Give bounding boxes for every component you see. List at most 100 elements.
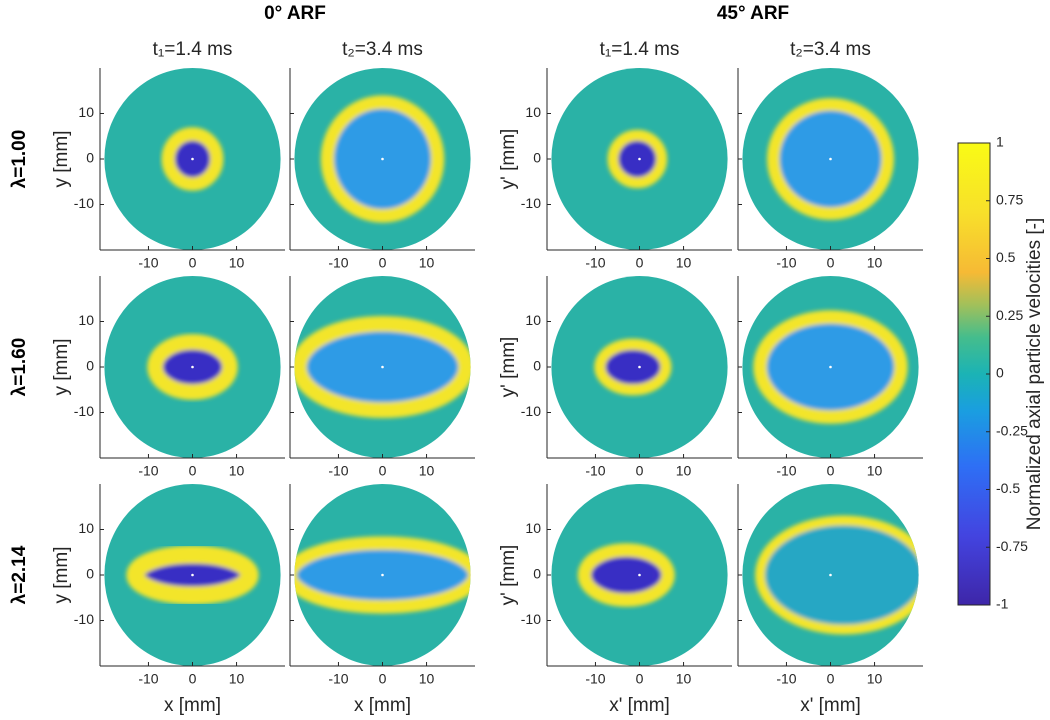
heatmap-field [594,338,672,396]
y-tick-label: -10 [521,403,541,419]
y-axis-label: y' [mm] [498,129,519,190]
wave-inner [608,351,658,383]
colorbar-tick-label: 0 [996,365,1004,381]
x-tick-label: 0 [636,255,644,271]
x-tick-label: -10 [138,463,158,479]
wave-inner [618,140,657,178]
y-tick-label: 10 [78,312,94,328]
origin-dot [381,573,384,577]
y-tick-label: 10 [78,520,94,536]
y-tick-label: -10 [521,611,541,627]
y-tick-label: 0 [533,566,541,582]
y-tick-label: 0 [533,150,541,166]
heatmap-panel [294,484,471,666]
origin-dot [829,157,832,161]
column-title: t₁=1.4 ms [600,39,680,60]
wave-inner [768,529,919,621]
x-tick-label: 10 [229,463,245,479]
x-tick-label: 10 [867,255,883,271]
y-tick-label: -10 [521,195,541,211]
x-tick-label: 0 [379,255,387,271]
y-tick-label: 10 [525,104,541,120]
y-tick-label: 10 [525,520,541,536]
y-axis-label: y [mm] [51,339,72,396]
y-tick-label: 10 [525,312,541,328]
x-tick-label: -10 [585,255,605,271]
column-title: t₁=1.4 ms [153,39,233,60]
heatmap-panel [104,68,281,250]
x-tick-label: 10 [419,671,435,687]
x-tick-label: 10 [419,255,435,271]
colorbar [957,142,991,606]
colorbar-tick-label: 0.25 [996,307,1023,323]
y-tick-label: -10 [74,611,94,627]
x-tick-label: 0 [827,463,835,479]
x-tick-label: 0 [379,463,387,479]
x-tick-label: -10 [585,671,605,687]
x-tick-label: -10 [776,671,796,687]
x-tick-label: 0 [636,463,644,479]
heatmap-panel [551,484,728,666]
x-tick-label: 10 [229,671,245,687]
heatmap-panel [104,484,281,666]
x-tick-label: -10 [328,463,348,479]
x-tick-label: 10 [229,255,245,271]
y-axis-label: y' [mm] [498,337,519,398]
x-tick-label: -10 [776,255,796,271]
heatmap-field [607,129,668,189]
x-tick-label: 0 [827,255,835,271]
colorbar-tick-label: 0.75 [996,191,1023,207]
x-axis-label: x' [mm] [609,695,670,716]
colorbar-tick-label: -0.5 [996,480,1020,496]
group-title: 45° ARF [717,3,789,24]
x-tick-label: -10 [585,463,605,479]
x-tick-label: -10 [328,671,348,687]
row-label: λ=2.14 [9,545,30,604]
heatmap-panel [104,276,281,458]
x-tick-label: -10 [776,463,796,479]
origin-dot [191,573,194,577]
x-tick-label: 0 [827,671,835,687]
origin-dot [381,365,384,369]
x-tick-label: 0 [189,671,197,687]
heatmap-field [755,515,919,635]
y-tick-label: 0 [86,150,94,166]
x-tick-label: 10 [867,463,883,479]
heatmap-field [126,545,259,605]
colorbar-tick-label: -1 [996,596,1009,612]
x-tick-label: 10 [867,671,883,687]
heatmap-panel [742,68,919,250]
y-tick-label: 0 [533,358,541,374]
y-axis-label: y [mm] [51,131,72,188]
x-tick-label: 0 [636,671,644,687]
origin-dot [829,365,832,369]
group-title: 0° ARF [264,3,326,24]
row-label: λ=1.00 [9,130,30,189]
origin-dot [829,573,832,577]
column-title: t₂=3.4 ms [790,39,871,60]
colorbar-tick-label: -0.25 [996,422,1028,438]
origin-dot [191,365,194,369]
colorbar-label: Normalized axial particle velocities [-] [1024,218,1045,531]
colorbar-tick-label: -0.75 [996,538,1028,554]
x-axis-label: x [mm] [354,695,411,716]
heatmap-panel [551,68,728,250]
origin-dot [638,365,641,369]
x-tick-label: 0 [379,671,387,687]
x-tick-label: 0 [189,255,197,271]
y-axis-label: y [mm] [51,547,72,604]
colorbar-tick-label: 0.5 [996,249,1016,265]
y-tick-label: -10 [74,403,94,419]
y-tick-label: 0 [86,358,94,374]
y-tick-label: 10 [78,104,94,120]
x-tick-label: 10 [676,463,692,479]
x-tick-label: -10 [138,671,158,687]
wave-inner [599,559,653,591]
origin-dot [191,157,194,161]
y-tick-label: 0 [86,566,94,582]
column-title: t₂=3.4 ms [342,39,423,60]
heatmap-panel [742,276,919,458]
row-label: λ=1.60 [9,338,30,397]
origin-dot [381,157,384,161]
